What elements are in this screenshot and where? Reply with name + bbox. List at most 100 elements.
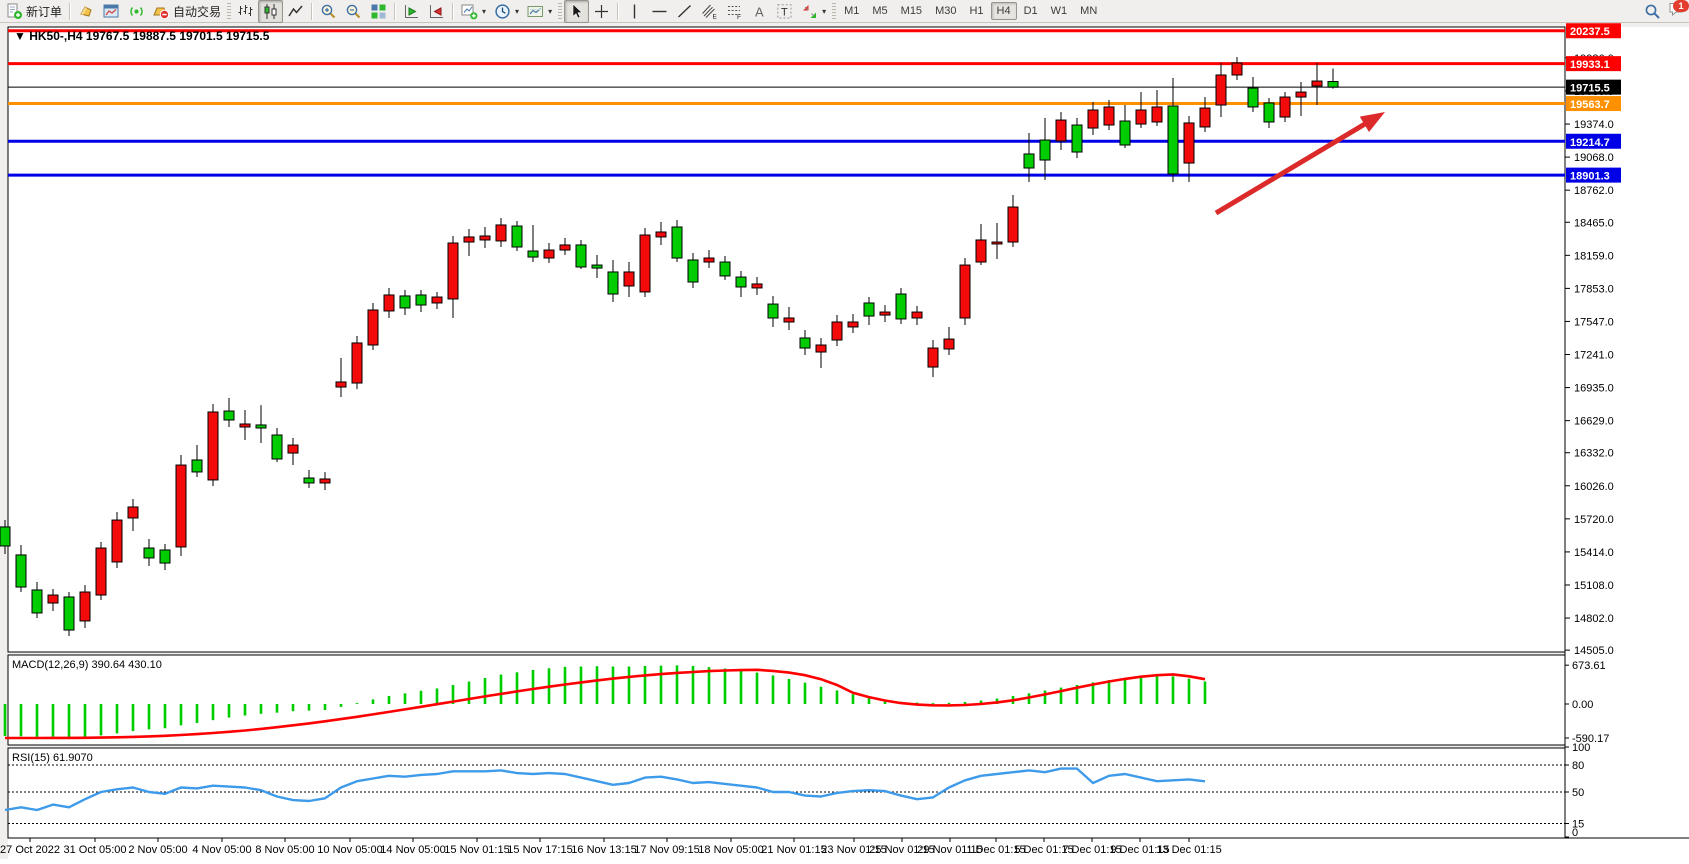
arrows-tool-button[interactable]: ▾ [797, 0, 830, 23]
candle [1023, 153, 1035, 169]
trend-arrow[interactable] [1214, 112, 1385, 216]
period-select-button[interactable]: ▾ [490, 0, 523, 23]
candle [415, 294, 427, 306]
zoom-out-button[interactable] [341, 0, 366, 23]
timeframe-m30-button[interactable]: M30 [935, 5, 957, 17]
auto-scroll-button[interactable] [399, 0, 424, 23]
candle [31, 589, 43, 614]
cursor-tool-button[interactable] [564, 0, 590, 23]
rsi-line [4, 767, 1206, 812]
svg-text:19563.7: 19563.7 [1570, 99, 1610, 111]
fibonacci-tool-button[interactable]: F [722, 0, 747, 23]
horizontal-level-lines[interactable] [8, 29, 1565, 177]
candle [1199, 107, 1211, 128]
text-tool-button[interactable]: A [747, 0, 772, 23]
timeframe-h4-button[interactable]: H4 [990, 2, 1017, 20]
candle [223, 410, 235, 421]
arrow-shaft[interactable] [1214, 120, 1370, 216]
candle [191, 459, 203, 473]
hk50-h4-chart[interactable]: 19986.019680.019374.019068.018762.018465… [0, 23, 1689, 859]
candle [831, 321, 843, 341]
timeframe-mn-button[interactable]: MN [1080, 5, 1098, 17]
svg-text:100: 100 [1572, 742, 1590, 754]
timeframe-h1-button[interactable]: H1 [969, 5, 984, 17]
svg-text:31 Oct 05:00: 31 Oct 05:00 [64, 844, 127, 856]
new-order-button[interactable]: 新订单 [2, 0, 66, 23]
chart-shift-button[interactable] [424, 0, 449, 23]
svg-text:18159.0: 18159.0 [1574, 250, 1614, 262]
bar-chart-mode-button[interactable] [233, 0, 258, 23]
svg-text:16935.0: 16935.0 [1574, 383, 1614, 395]
notifications-button[interactable]: 1 [1665, 0, 1689, 21]
candle [1167, 105, 1179, 175]
timeframe-w1-button[interactable]: W1 [1050, 5, 1068, 17]
timeframe-m5-button[interactable]: M5 [872, 5, 888, 17]
market-gold-button[interactable] [74, 0, 99, 23]
signals-button[interactable] [124, 0, 149, 23]
rsi-indicator [4, 767, 1206, 812]
toolbar-separator [617, 2, 620, 20]
trendline-tool-button[interactable] [672, 0, 697, 23]
chart-window-button[interactable] [99, 0, 124, 23]
search-button[interactable] [1640, 0, 1665, 23]
text-label-tool-button[interactable]: T [772, 0, 797, 23]
candle [607, 271, 619, 295]
candle-chart-mode-button[interactable] [258, 0, 284, 23]
profile-chart-icon [527, 3, 544, 20]
profiles-button[interactable]: ▾ [523, 0, 556, 23]
macd-indicator [3, 665, 1207, 740]
svg-text:8 Nov 05:00: 8 Nov 05:00 [255, 844, 314, 856]
tile-windows-button[interactable] [366, 0, 391, 23]
svg-text:19214.7: 19214.7 [1570, 137, 1610, 149]
candle [959, 264, 971, 319]
candle [1327, 81, 1339, 88]
svg-text:1 Dec 01:15: 1 Dec 01:15 [966, 844, 1025, 856]
chart-background [0, 23, 1689, 859]
svg-text:14 Nov 05:00: 14 Nov 05:00 [380, 844, 445, 856]
candle [1119, 120, 1131, 146]
horizontal-line-icon [651, 3, 668, 20]
candle [623, 271, 635, 287]
svg-text:18465.0: 18465.0 [1574, 217, 1614, 229]
svg-text:5 Dec 01:15: 5 Dec 01:15 [1014, 844, 1073, 856]
candle [543, 249, 555, 259]
candle [175, 464, 187, 548]
candle [783, 317, 795, 323]
notification-badge: 1 [1673, 0, 1689, 12]
svg-text:15 Nov 01:15: 15 Nov 01:15 [444, 844, 509, 856]
crosshair-tool-button[interactable] [589, 0, 614, 23]
candle [431, 296, 443, 304]
new-chart-button[interactable]: ▾ [457, 0, 490, 23]
candle [719, 261, 731, 277]
new-order-label: 新订单 [26, 4, 63, 19]
toolbar-separator [69, 2, 72, 20]
candle [463, 236, 475, 243]
equidistant-channel-tool-button[interactable]: E [697, 0, 722, 23]
candle [447, 242, 459, 300]
candle [367, 309, 379, 346]
arrows-icon [801, 3, 818, 20]
vertical-line-tool-button[interactable] [622, 0, 647, 23]
chart-window[interactable]: 19986.019680.019374.019068.018762.018465… [0, 23, 1689, 859]
svg-text:19068.0: 19068.0 [1574, 152, 1614, 164]
timeframe-d1-button[interactable]: D1 [1023, 5, 1038, 17]
svg-text:4 Nov 05:00: 4 Nov 05:00 [192, 844, 251, 856]
candle [527, 250, 539, 258]
svg-text:2 Nov 05:00: 2 Nov 05:00 [128, 844, 187, 856]
toolbar-grip [832, 2, 837, 20]
candle [1247, 87, 1259, 108]
bar-chart-icon [237, 3, 254, 20]
pane-labels: ▼ HK50-,H4 19767.5 19887.5 19701.5 19715… [12, 29, 270, 764]
autotrading-button[interactable]: 自动交易 [149, 0, 225, 23]
timeframe-m15-button[interactable]: M15 [900, 5, 923, 17]
horizontal-line-tool-button[interactable] [647, 0, 672, 23]
svg-text:18762.0: 18762.0 [1574, 185, 1614, 197]
line-chart-mode-button[interactable] [283, 0, 308, 23]
svg-text:16026.0: 16026.0 [1574, 481, 1614, 493]
candle [927, 347, 939, 368]
toolbar-separator [394, 2, 397, 20]
zoom-in-button[interactable] [316, 0, 341, 23]
timeframe-m1-button[interactable]: M1 [844, 5, 860, 17]
svg-text:10 Nov 05:00: 10 Nov 05:00 [317, 844, 382, 856]
autotrade-icon [153, 3, 170, 20]
